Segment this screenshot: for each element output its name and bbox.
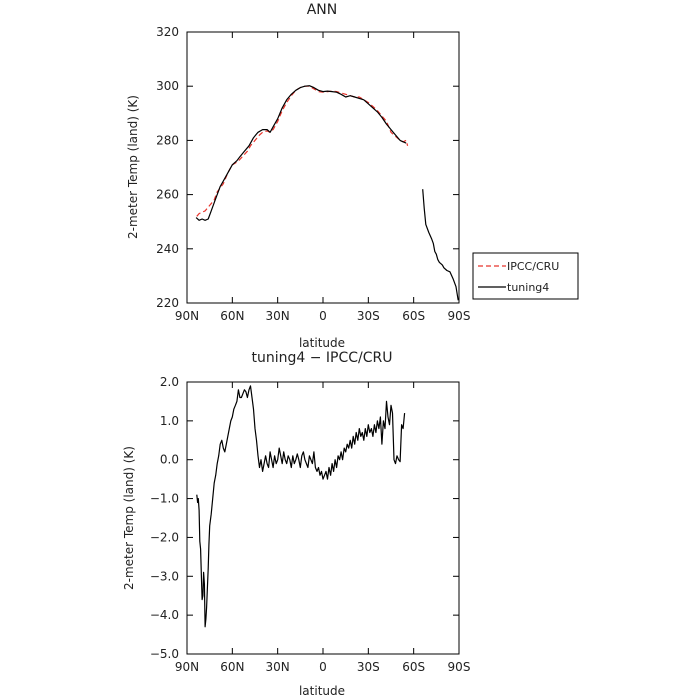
bottom-y-tick-label: −3.0: [150, 569, 179, 583]
top-x-axis-label: latitude: [299, 336, 345, 350]
bottom-y-tick-label: −5.0: [150, 647, 179, 661]
top-x-tick-label: 0: [319, 309, 327, 323]
bottom-x-axis-label: latitude: [299, 684, 345, 698]
bottom-y-tick-label: 1.0: [160, 414, 179, 428]
top-y-tick-label: 280: [156, 133, 179, 147]
top-x-tick-label: 90S: [448, 309, 471, 323]
top-chart-title: ANN: [307, 2, 338, 18]
top-series-line-ipcc-cru: [196, 85, 409, 217]
legend: IPCC/CRU tuning4: [472, 252, 579, 300]
bottom-y-tick-label: −4.0: [150, 608, 179, 622]
top-x-tick-label: 60S: [402, 309, 425, 323]
bottom-series-group: [196, 385, 406, 628]
top-y-tick-label: 220: [156, 296, 179, 310]
top-series-line-tuning4: [195, 85, 407, 221]
top-y-ticks: 220 240 260 280 300 320: [156, 25, 459, 310]
top-x-tick-label: 90N: [175, 309, 199, 323]
legend-label-tuning4: tuning4: [507, 281, 549, 294]
bottom-x-tick-label: 60S: [402, 660, 425, 674]
bottom-y-tick-label: −2.0: [150, 530, 179, 544]
bottom-x-tick-label: 30S: [357, 660, 380, 674]
bottom-x-tick-label: 60N: [220, 660, 244, 674]
top-x-tick-label: 30N: [266, 309, 290, 323]
bottom-y-tick-label: 2.0: [160, 375, 179, 389]
top-x-tick-label: 60N: [220, 309, 244, 323]
top-y-axis-label: 2-meter Temp (land) (K): [126, 95, 140, 239]
top-x-ticks: 90N 60N 30N 0 30S 60S 90S: [175, 32, 471, 323]
top-x-tick-label: 30S: [357, 309, 380, 323]
top-y-tick-label: 320: [156, 25, 179, 39]
top-plot-frame: [186, 31, 460, 304]
bottom-x-tick-label: 0: [319, 660, 327, 674]
top-y-tick-label: 260: [156, 188, 179, 202]
bottom-x-tick-label: 90S: [448, 660, 471, 674]
bottom-x-ticks: 90N 60N 30N 0 30S 60S 90S: [175, 382, 471, 674]
top-y-tick-label: 300: [156, 79, 179, 93]
top-chart: ANN 90N 60N 30N 0 30S 60S 90S 220 240 260 280 300 3…: [126, 2, 470, 350]
bottom-y-axis-label: 2-meter Temp (land) (K): [122, 446, 136, 590]
bottom-chart: tuning4 − IPCC/CRU 90N 60N 30N 0 30S 60S 90S 2…: [122, 350, 470, 698]
legend-box: [472, 252, 579, 300]
bottom-x-tick-label: 90N: [175, 660, 199, 674]
bottom-x-tick-label: 30N: [266, 660, 290, 674]
bottom-plot-frame: [186, 381, 460, 655]
bottom-y-tick-label: 0.0: [160, 453, 179, 467]
top-y-tick-label: 240: [156, 242, 179, 256]
bottom-chart-title: tuning4 − IPCC/CRU: [251, 350, 392, 366]
bottom-y-ticks: 2.0 1.0 0.0 −1.0 −2.0 −3.0 −4.0 −5.0: [150, 375, 459, 661]
top-series-group: [195, 85, 459, 301]
bottom-series-line-difference: [196, 385, 406, 628]
top-series-line-tuning4: [422, 189, 459, 301]
legend-label-ipcc-cru: IPCC/CRU: [507, 260, 559, 273]
bottom-y-tick-label: −1.0: [150, 492, 179, 506]
